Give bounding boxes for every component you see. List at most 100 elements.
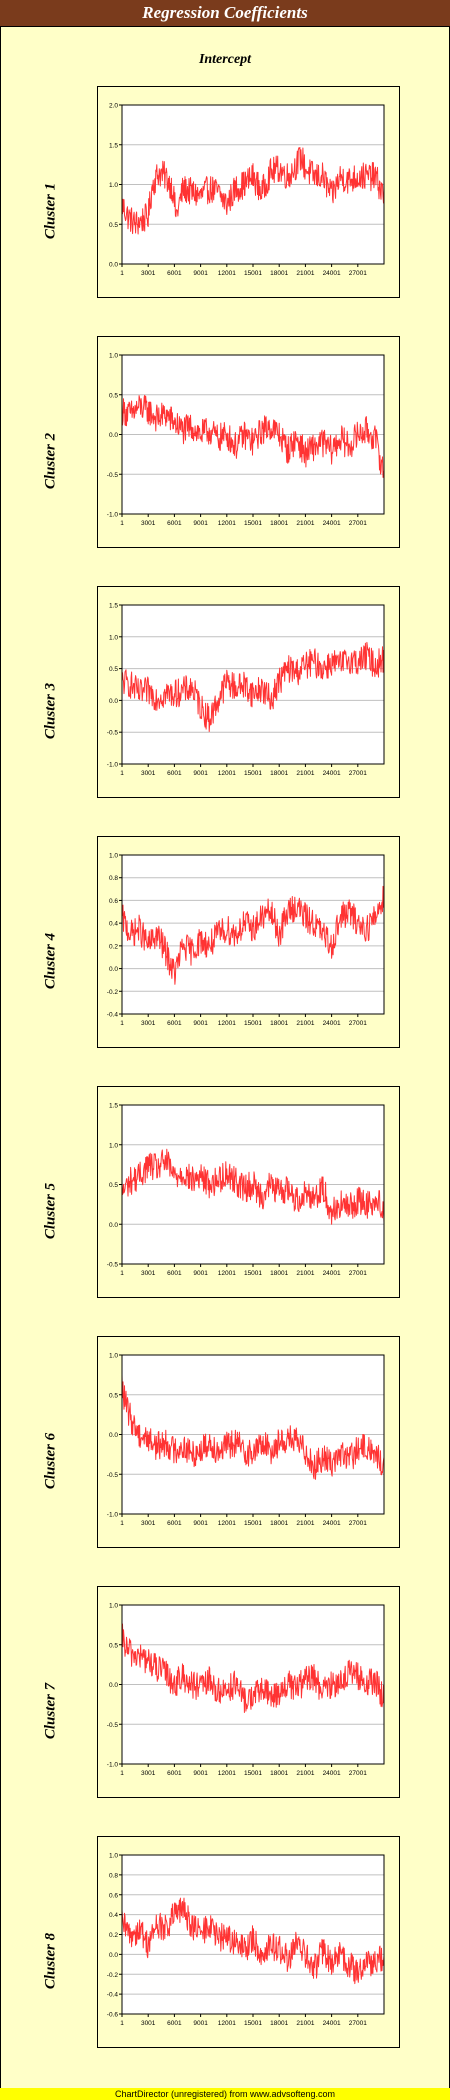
chart-panel: Cluster 5 -0.5 0.0 0.5 1.0 1.5 1 3001 6001 9001 12… — [0, 1086, 450, 1336]
y-tick-label: -0.4 — [107, 1012, 119, 1019]
series-line — [121, 394, 385, 478]
x-tick-label: 6001 — [167, 2020, 182, 2027]
series-line — [121, 885, 385, 985]
chart-panel: Cluster 1 0.0 0.5 1.0 1.5 2.0 1 3001 6001 9001 120… — [0, 86, 450, 336]
x-tick-label: 12001 — [218, 270, 236, 277]
x-tick-label: 18001 — [270, 520, 288, 527]
x-tick-label: 24001 — [323, 1770, 341, 1777]
cluster-label: Cluster 5 — [40, 1086, 62, 1336]
chart-box: -1.0 -0.5 0.0 0.5 1.0 1 3001 6001 9001 12001 15001… — [97, 1586, 400, 1798]
chart-box: -1.0 -0.5 0.0 0.5 1.0 1 3001 6001 9001 12001 15001… — [97, 1336, 400, 1548]
cluster-label: Cluster 8 — [40, 1836, 62, 2086]
x-tick-label: 18001 — [270, 1520, 288, 1527]
line-chart: -0.5 0.0 0.5 1.0 1.5 1 3001 6001 9001 12001 15001 1… — [107, 1103, 385, 1277]
y-tick-label: 0.0 — [109, 1432, 118, 1439]
plot-frame — [121, 854, 385, 1015]
plot-frame — [121, 104, 385, 265]
cluster-label-text: Cluster 6 — [42, 1432, 59, 1490]
y-tick-label: -1.0 — [107, 1512, 119, 1519]
x-tick-label: 21001 — [296, 1520, 314, 1527]
x-tick-label: 9001 — [193, 1770, 208, 1777]
x-tick-label: 1 — [120, 520, 124, 527]
y-tick-label: 0.5 — [109, 1392, 118, 1399]
plot-frame — [121, 1604, 385, 1765]
x-tick-label: 6001 — [167, 1770, 182, 1777]
y-tick-label: 0.0 — [109, 1222, 118, 1229]
cluster-label: Cluster 2 — [40, 336, 62, 586]
x-tick-label: 18001 — [270, 1770, 288, 1777]
cluster-label-text: Cluster 8 — [42, 1932, 59, 1990]
x-tick-label: 21001 — [296, 2020, 314, 2027]
x-tick-label: 12001 — [218, 770, 236, 777]
plot-frame — [121, 604, 385, 765]
x-tick-label: 27001 — [349, 1270, 367, 1277]
x-tick-label: 24001 — [323, 520, 341, 527]
x-tick-label: 15001 — [244, 520, 262, 527]
x-tick-label: 9001 — [193, 520, 208, 527]
x-tick-label: 12001 — [218, 1520, 236, 1527]
x-tick-label: 9001 — [193, 770, 208, 777]
plot-area — [121, 854, 385, 1015]
x-tick-label: 15001 — [244, 1270, 262, 1277]
line-chart: 0.0 0.5 1.0 1.5 2.0 1 3001 6001 9001 12001 15001 18… — [109, 103, 385, 277]
x-tick-label: 15001 — [244, 770, 262, 777]
x-tick-label: 18001 — [270, 270, 288, 277]
chart-box: 0.0 0.5 1.0 1.5 2.0 1 3001 6001 9001 12001 15001 18… — [97, 86, 400, 298]
y-tick-label: 1.0 — [109, 1353, 118, 1360]
y-tick-label: 1.0 — [109, 353, 118, 360]
chart-panel: Cluster 3 -1.0 -0.5 0.0 0.5 1.0 1.5 1 3001 6001 90… — [0, 586, 450, 836]
y-tick-label: -0.5 — [107, 730, 119, 737]
y-tick-label: 1.5 — [109, 603, 118, 610]
plot-frame — [121, 1354, 385, 1515]
x-tick-label: 6001 — [167, 1520, 182, 1527]
y-tick-label: -0.2 — [107, 1972, 119, 1979]
chart-box: -0.4 -0.2 0.0 0.2 0.4 0.6 0.8 1.0 1 3001 6001 9001 1… — [97, 836, 400, 1048]
y-tick-label: 0.5 — [109, 666, 118, 673]
y-tick-label: 0.5 — [109, 1182, 118, 1189]
x-tick-label: 21001 — [296, 1270, 314, 1277]
x-tick-label: 9001 — [193, 1270, 208, 1277]
y-tick-label: 0.0 — [109, 1952, 118, 1959]
x-tick-label: 3001 — [141, 520, 156, 527]
x-tick-label: 21001 — [296, 520, 314, 527]
y-tick-label: -0.5 — [107, 1472, 119, 1479]
cluster-label-text: Cluster 7 — [42, 1682, 59, 1740]
x-tick-label: 27001 — [349, 270, 367, 277]
series-line — [121, 1375, 385, 1480]
cluster-label-text: Cluster 1 — [42, 182, 59, 240]
x-tick-label: 3001 — [141, 1270, 156, 1277]
line-chart: -1.0 -0.5 0.0 0.5 1.0 1.5 1 3001 6001 9001 12001 15… — [107, 603, 385, 777]
x-tick-label: 3001 — [141, 1770, 156, 1777]
y-tick-label: -1.0 — [107, 1762, 119, 1769]
chart-box: -0.6 -0.4 -0.2 0.0 0.2 0.4 0.6 0.8 1.0 1 3001 6001 9… — [97, 1836, 400, 2048]
x-tick-label: 18001 — [270, 1020, 288, 1027]
x-tick-label: 21001 — [296, 270, 314, 277]
x-tick-label: 27001 — [349, 1020, 367, 1027]
x-tick-label: 18001 — [270, 2020, 288, 2027]
x-tick-label: 3001 — [141, 770, 156, 777]
x-tick-label: 1 — [120, 1770, 124, 1777]
line-chart: -1.0 -0.5 0.0 0.5 1.0 1 3001 6001 9001 12001 15001… — [107, 1603, 385, 1777]
y-tick-label: 0.4 — [109, 1912, 118, 1919]
chart-box: -1.0 -0.5 0.0 0.5 1.0 1.5 1 3001 6001 9001 12001 15… — [97, 586, 400, 798]
x-tick-label: 27001 — [349, 1770, 367, 1777]
x-tick-label: 15001 — [244, 270, 262, 277]
y-tick-label: 1.0 — [109, 1603, 118, 1610]
x-tick-label: 6001 — [167, 770, 182, 777]
cluster-label-text: Cluster 3 — [42, 682, 59, 740]
cluster-label-text: Cluster 5 — [42, 1182, 59, 1240]
y-tick-label: -0.2 — [107, 989, 119, 996]
x-tick-label: 3001 — [141, 270, 156, 277]
y-tick-label: 1.0 — [109, 634, 118, 641]
x-tick-label: 15001 — [244, 1770, 262, 1777]
y-tick-label: 0.2 — [109, 1932, 118, 1939]
y-tick-label: 1.5 — [109, 142, 118, 149]
x-tick-label: 1 — [120, 1020, 124, 1027]
y-tick-label: 0.8 — [109, 875, 118, 882]
x-tick-label: 9001 — [193, 1020, 208, 1027]
line-chart: -0.6 -0.4 -0.2 0.0 0.2 0.4 0.6 0.8 1.0 1 3001 6001 9… — [107, 1853, 385, 2027]
x-tick-label: 27001 — [349, 2020, 367, 2027]
cluster-label-text: Cluster 2 — [42, 432, 59, 490]
series-line — [121, 1897, 385, 1985]
series-line — [121, 1148, 385, 1225]
